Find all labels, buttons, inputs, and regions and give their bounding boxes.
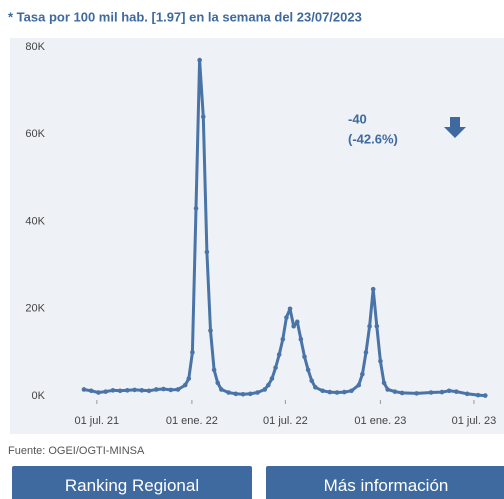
point [294, 319, 300, 325]
source: Fuente: OGEI/OGTI-MINSA [8, 445, 145, 457]
point [204, 249, 210, 255]
point [240, 391, 246, 397]
y-tick-label: 60K [25, 128, 45, 140]
point [175, 387, 181, 392]
annotation: -40 [348, 111, 367, 126]
point [356, 382, 362, 388]
point [269, 376, 275, 381]
y-tick-label: 0K [32, 390, 46, 402]
point [247, 391, 253, 397]
point [313, 384, 318, 390]
x-tick-label: 01 jul. 21 [75, 415, 120, 427]
point [475, 392, 481, 398]
point [414, 391, 419, 396]
point [291, 323, 296, 329]
point [276, 352, 282, 357]
point [153, 387, 159, 392]
point [219, 387, 224, 392]
point [464, 391, 470, 397]
point [168, 387, 174, 393]
ranking-button[interactable]: Ranking Regional [12, 466, 252, 499]
point [125, 388, 130, 393]
point [233, 391, 239, 397]
point [360, 371, 365, 377]
point [327, 389, 333, 395]
point [186, 376, 192, 381]
point [139, 388, 145, 393]
point [287, 306, 293, 312]
chart: * Tasa por 100 mil hab. [1.97] en la sem… [8, 9, 504, 457]
point [374, 323, 380, 329]
x-tick-label: 01 jul. 22 [263, 415, 308, 427]
point [399, 390, 405, 396]
point [381, 380, 387, 386]
point [320, 388, 325, 394]
point [385, 387, 390, 392]
point [363, 350, 369, 355]
point [182, 382, 188, 388]
point [255, 390, 260, 395]
y-tick-label: 40K [25, 215, 45, 227]
point [211, 367, 217, 373]
point [284, 315, 289, 320]
point [370, 286, 376, 292]
point [298, 336, 304, 342]
plot-background [10, 38, 504, 434]
x-tick-label: 01 ene. 23 [354, 415, 406, 427]
point [88, 388, 94, 394]
point [117, 388, 123, 394]
point [262, 387, 268, 392]
point [193, 206, 199, 211]
point [197, 57, 202, 63]
point [273, 365, 278, 370]
point [446, 388, 452, 394]
x-tick-label: 01 ene. 22 [166, 415, 218, 427]
down-arrow [444, 117, 466, 138]
point [302, 354, 307, 360]
point [132, 387, 137, 393]
point [334, 390, 340, 395]
point [378, 358, 383, 364]
point [349, 388, 354, 394]
point [305, 367, 311, 373]
point [341, 389, 347, 395]
y-tick-label: 80K [25, 41, 45, 53]
info-button[interactable]: Más información [266, 466, 504, 499]
point [482, 393, 488, 398]
point [392, 389, 398, 394]
point [146, 388, 152, 394]
title: * Tasa por 100 mil hab. [1.97] en la sem… [8, 9, 362, 24]
point [454, 389, 459, 394]
point [215, 380, 221, 386]
point [190, 350, 195, 355]
point [226, 390, 231, 395]
point [428, 390, 434, 395]
point [161, 386, 166, 392]
point [280, 336, 286, 342]
point [103, 389, 108, 394]
point [309, 378, 315, 384]
point [439, 389, 445, 395]
x-tick-label: 01 jul. 23 [452, 415, 497, 427]
point [367, 323, 372, 329]
y-tick-label: 20K [25, 303, 45, 315]
point [266, 382, 271, 388]
point [96, 390, 101, 395]
point [208, 328, 213, 333]
point [81, 387, 87, 392]
point [200, 114, 206, 120]
point [110, 388, 116, 393]
annotation: (-42.6%) [348, 131, 398, 146]
